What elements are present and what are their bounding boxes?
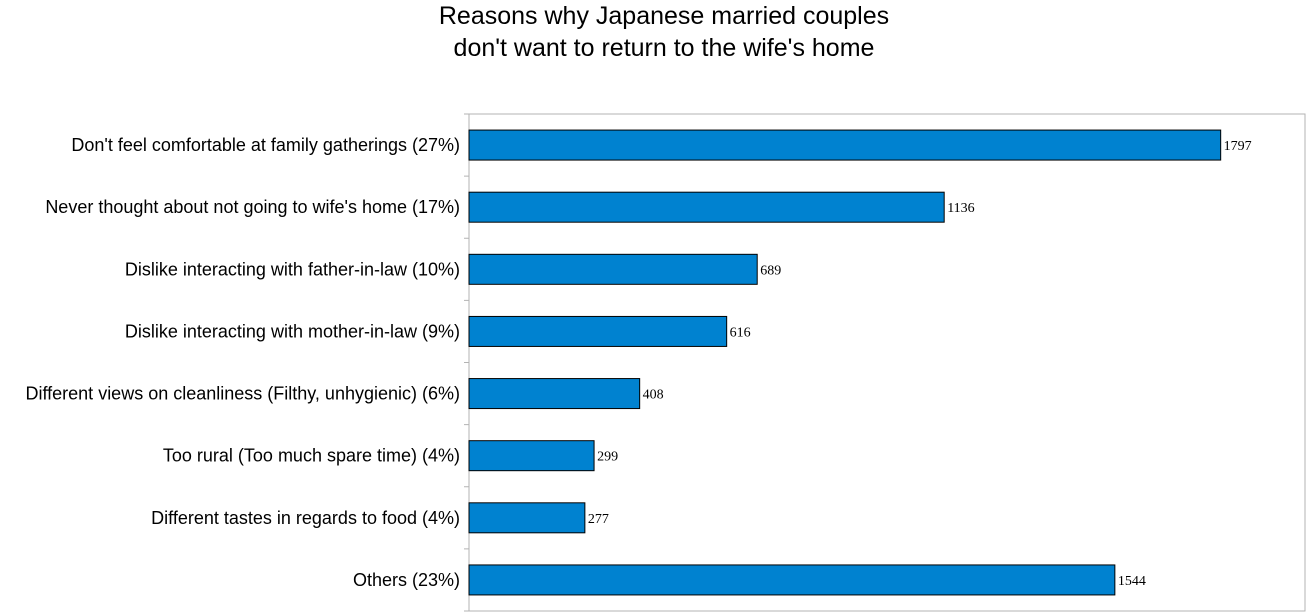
value-label: 689: [760, 263, 781, 278]
chart-title-line-2: don't want to return to the wife's home: [454, 34, 875, 62]
category-ticks: [464, 113, 469, 612]
value-label: 299: [597, 450, 618, 465]
bar: [468, 440, 595, 472]
value-label: 1136: [947, 201, 974, 216]
bar: [468, 502, 586, 534]
bar: [468, 191, 945, 223]
plot-frame: [468, 113, 1306, 612]
chart-title-line-1: Reasons why Japanese married couples: [439, 2, 889, 30]
value-label: 616: [730, 325, 751, 340]
bar: [468, 315, 728, 347]
value-label: 1544: [1118, 574, 1146, 589]
category-label: Too rural (Too much spare time) (4%): [163, 446, 460, 466]
category-label: Different views on cleanliness (Filthy, …: [25, 384, 460, 404]
category-label: Dislike interacting with mother-in-law (…: [125, 321, 460, 341]
bar: [468, 564, 1116, 596]
category-label: Don't feel comfortable at family gatheri…: [71, 135, 460, 155]
value-label: 277: [588, 512, 609, 527]
category-label: Never thought about not going to wife's …: [45, 197, 460, 217]
value-label: 408: [643, 388, 664, 403]
bar: [468, 378, 641, 410]
value-label: 1797: [1224, 139, 1252, 154]
value-labels-group: 1797 1136 689 616 408 299 277 1544: [588, 139, 1252, 589]
bar: [468, 253, 758, 285]
bar: [468, 129, 1222, 161]
category-labels-group: Don't feel comfortable at family gatheri…: [25, 135, 460, 590]
bars-group: [468, 129, 1222, 596]
category-label: Others (23%): [353, 570, 460, 590]
category-label: Different tastes in regards to food (4%): [151, 508, 460, 528]
category-label: Dislike interacting with father-in-law (…: [125, 259, 460, 279]
